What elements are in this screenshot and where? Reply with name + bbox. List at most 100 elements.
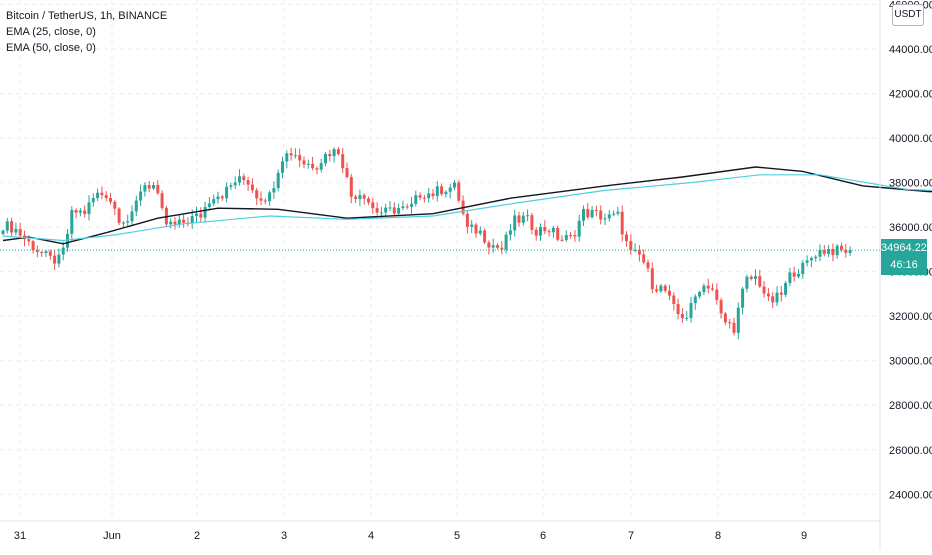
candle [766, 288, 770, 302]
candle [233, 176, 237, 190]
y-tick-label: 38000.00 [889, 178, 932, 190]
candle [410, 196, 413, 214]
x-tick-label: Jun [103, 530, 121, 542]
last-price-badge: 34964.22 46:16 [881, 239, 927, 275]
candle [100, 186, 104, 200]
candle [551, 225, 555, 238]
candle [109, 193, 112, 205]
candle [272, 181, 276, 199]
candle [805, 255, 809, 267]
candle [285, 150, 289, 169]
candle [831, 243, 835, 262]
candle [388, 201, 392, 212]
candle [18, 222, 22, 238]
candle [246, 176, 250, 191]
candle [573, 230, 577, 242]
candle [431, 188, 435, 200]
candle [569, 231, 573, 239]
candle [715, 283, 719, 305]
candle [629, 234, 633, 255]
candle [775, 286, 779, 307]
candle [603, 213, 607, 225]
legend-ema-fast[interactable]: EMA (25, close, 0) [6, 26, 96, 38]
candle [182, 214, 186, 228]
candle [496, 243, 499, 250]
candle [599, 205, 603, 225]
candle [590, 206, 594, 219]
candle [195, 206, 198, 223]
candle [543, 220, 547, 235]
candle [121, 221, 125, 228]
currency-button[interactable]: USDT [892, 4, 924, 26]
candle [57, 248, 61, 268]
candle [96, 188, 100, 202]
candle [173, 217, 177, 230]
candle [663, 284, 667, 293]
candle [676, 298, 680, 320]
candle [422, 194, 426, 203]
candle [642, 249, 646, 265]
candle [556, 225, 560, 242]
candle [371, 197, 375, 214]
candles-layer [1, 146, 852, 340]
candle [263, 198, 267, 205]
candle [375, 202, 379, 216]
candle [758, 269, 762, 289]
candle [216, 191, 220, 204]
candle [147, 180, 151, 193]
candle [315, 166, 319, 175]
candle [457, 179, 461, 203]
candle [139, 184, 143, 207]
legend-ema-slow[interactable]: EMA (50, close, 0) [6, 42, 96, 54]
candle [745, 274, 749, 293]
candle [732, 317, 736, 336]
ema-25-line [2, 166, 932, 245]
candle [87, 195, 91, 221]
candle [392, 202, 396, 216]
candle [840, 242, 843, 253]
candle [577, 214, 581, 242]
candle [448, 183, 452, 199]
candle [276, 169, 280, 192]
candle [586, 202, 590, 220]
candle [358, 189, 362, 206]
candle [152, 182, 155, 191]
candle [719, 297, 723, 319]
candle [672, 292, 676, 311]
candle [625, 231, 628, 247]
candle [659, 283, 663, 293]
candle [728, 318, 732, 329]
candle [259, 191, 263, 206]
candle [607, 210, 611, 222]
candle [478, 226, 482, 236]
candle [203, 201, 207, 223]
legend-symbol[interactable]: Bitcoin / TetherUS, 1h, BINANCE [6, 10, 168, 22]
candle [207, 197, 211, 211]
candle [655, 284, 659, 293]
x-tick-label: 4 [368, 530, 374, 542]
candle [328, 149, 332, 162]
candle [70, 206, 74, 241]
candle [44, 249, 48, 258]
candle [594, 205, 598, 217]
candle [117, 207, 121, 226]
candle [650, 262, 654, 294]
x-tick-label: 6 [540, 530, 546, 542]
candle [74, 208, 78, 219]
grid-layer [0, 0, 878, 521]
x-tick-label: 8 [715, 530, 721, 542]
candle [341, 148, 345, 174]
candle [160, 190, 164, 211]
candle [35, 245, 39, 258]
candle [547, 229, 551, 237]
candle [225, 182, 229, 203]
candle [526, 209, 530, 222]
x-tick-label: 31 [14, 530, 26, 542]
y-tick-label: 36000.00 [889, 222, 932, 234]
candle [298, 148, 302, 168]
candle [306, 159, 310, 169]
candle [134, 195, 138, 217]
